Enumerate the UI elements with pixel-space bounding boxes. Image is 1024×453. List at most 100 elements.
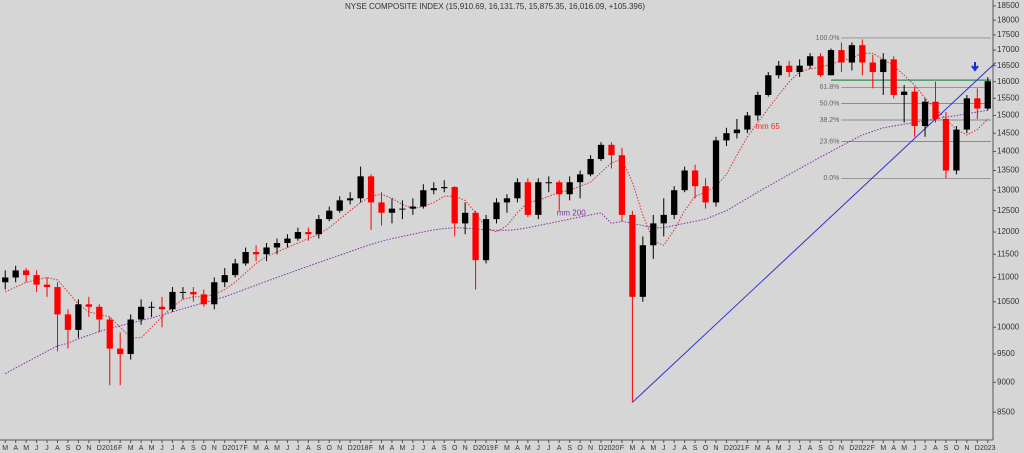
candle-body <box>911 91 918 127</box>
x-tick-label: S <box>191 445 196 452</box>
y-tick-label: 18000 <box>997 15 1020 24</box>
candle-body <box>284 238 291 244</box>
candle-body <box>22 270 30 276</box>
x-tick-label: D <box>222 445 227 452</box>
candle-body <box>869 62 876 73</box>
candle-body <box>566 182 573 195</box>
candle-body <box>294 232 302 239</box>
candle-body <box>744 115 751 130</box>
candle-body <box>691 170 699 187</box>
x-tick-label: O <box>201 445 207 452</box>
candle-body <box>942 118 950 171</box>
candle-body <box>775 65 782 76</box>
y-tick-label: 16000 <box>997 77 1020 86</box>
y-tick-label: 12500 <box>997 206 1020 215</box>
candle-body <box>848 45 856 63</box>
x-tick-label: J <box>35 445 39 452</box>
x-tick-label: M <box>379 445 385 452</box>
y-tick-label: 10000 <box>997 322 1020 331</box>
candle-body <box>378 202 385 213</box>
x-tick-label: 2019 <box>478 445 494 452</box>
candle-body <box>200 294 207 305</box>
y-tick-label: 11500 <box>997 249 1019 258</box>
candle-body <box>336 200 343 211</box>
x-tick-label: D <box>473 445 478 452</box>
y-tick-label: 15000 <box>997 111 1020 120</box>
x-tick-label: M <box>400 445 406 452</box>
candle-body <box>921 101 929 127</box>
x-tick-label: J <box>171 445 175 452</box>
y-tick-label: 15500 <box>997 93 1020 102</box>
x-tick-label: A <box>682 445 687 452</box>
series-label: mm 65 <box>755 122 780 131</box>
x-tick-label: J <box>537 445 541 452</box>
x-tick-label: J <box>411 445 415 452</box>
candle-body <box>64 314 72 330</box>
candle-body <box>503 198 511 203</box>
x-tick-label: J <box>286 445 290 452</box>
candle-body <box>482 219 490 261</box>
candle-body <box>137 306 145 320</box>
y-tick-label: 17000 <box>997 45 1020 54</box>
x-tick-label: F <box>620 445 624 452</box>
candle-body <box>827 50 835 76</box>
candle-body <box>232 263 239 276</box>
x-tick-label: D <box>97 445 102 452</box>
candle-body <box>211 282 218 305</box>
candle-body <box>535 182 542 215</box>
candle-body <box>399 208 406 210</box>
candle-body <box>806 56 814 66</box>
x-tick-label: N <box>713 445 718 452</box>
x-tick-label: M <box>650 445 656 452</box>
x-tick-label: M <box>2 445 8 452</box>
candle-body <box>54 287 61 315</box>
candle-body <box>838 50 845 63</box>
x-tick-label: F <box>871 445 875 452</box>
x-tick-label: D <box>724 445 729 452</box>
fib-label: 61.8% <box>820 84 840 91</box>
x-tick-label: N <box>463 445 468 452</box>
candle-body <box>901 91 908 95</box>
x-tick-label: A <box>641 445 646 452</box>
x-tick-label: O <box>703 445 709 452</box>
x-tick-label: M <box>128 445 134 452</box>
candle-body <box>472 212 479 261</box>
candle-body <box>650 223 657 246</box>
moving-average <box>4 52 989 339</box>
candle-body <box>859 45 866 63</box>
y-tick-label: 9500 <box>997 349 1015 358</box>
candle-body <box>158 306 166 310</box>
x-tick-label: A <box>431 445 436 452</box>
x-tick-label: N <box>212 445 217 452</box>
x-tick-label: M <box>253 445 259 452</box>
x-tick-label: J <box>798 445 802 452</box>
x-tick-label: M <box>776 445 782 452</box>
x-tick-label: D <box>598 445 603 452</box>
x-tick-label: 2017 <box>227 445 243 452</box>
candle-body <box>148 306 155 308</box>
candle-body <box>984 81 991 109</box>
candle-body <box>629 214 636 297</box>
x-tick-label: 2018 <box>353 445 369 452</box>
x-tick-label: M <box>755 445 761 452</box>
candle-body <box>462 212 469 224</box>
candle-body <box>545 182 552 184</box>
x-tick-label: S <box>442 445 447 452</box>
x-tick-label: M <box>880 445 886 452</box>
candle-body <box>106 319 113 349</box>
candle-body <box>441 187 448 189</box>
x-tick-label: J <box>160 445 164 452</box>
x-tick-label: S <box>567 445 572 452</box>
x-tick-label: A <box>264 445 269 452</box>
candle-body <box>179 291 187 293</box>
candle-body <box>618 155 626 215</box>
x-tick-label: O <box>76 445 82 452</box>
candle-body <box>451 187 458 224</box>
candle-body <box>33 275 40 285</box>
fib-label: 38.2% <box>820 117 840 124</box>
y-tick-label: 14500 <box>997 128 1020 137</box>
x-tick-label: A <box>515 445 520 452</box>
x-tick-label: S <box>66 445 71 452</box>
arrow-marker <box>971 62 979 72</box>
y-tick-label: 10500 <box>997 297 1020 306</box>
